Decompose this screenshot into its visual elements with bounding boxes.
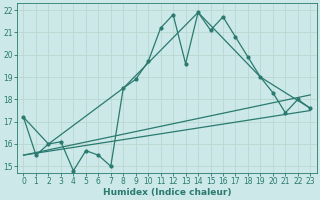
X-axis label: Humidex (Indice chaleur): Humidex (Indice chaleur) (103, 188, 231, 197)
